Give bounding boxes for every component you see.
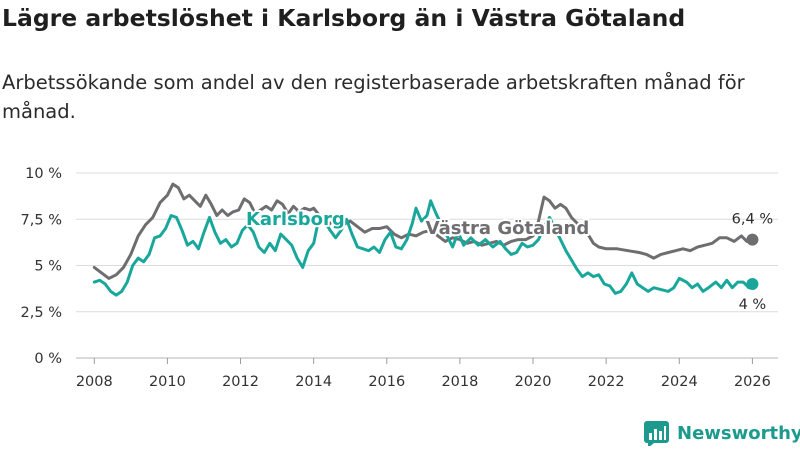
series-label: Västra Götaland <box>426 218 590 239</box>
newsworthy-brand[interactable]: Newsworthy <box>644 420 800 446</box>
x-tick-label: 2016 <box>368 374 405 390</box>
series-line-vastra-gotaland <box>92 182 754 280</box>
x-tick-label: 2012 <box>222 374 259 390</box>
y-tick-label: 7,5 % <box>21 212 62 228</box>
x-tick-label: 2024 <box>661 374 698 390</box>
end-point-marker <box>746 278 759 290</box>
brand-name: Newsworthy <box>677 422 800 444</box>
end-markers: 6,4 % 4 % <box>732 212 773 313</box>
y-tick-label: 5 % <box>34 259 62 275</box>
x-tick-label: 2008 <box>76 374 113 390</box>
x-tick-label: 2022 <box>588 374 625 390</box>
series-labels: Karlsborg Västra Götaland <box>244 207 591 241</box>
end-value-label: 4 % <box>739 297 767 313</box>
x-tick-label: 2014 <box>295 374 332 390</box>
end-point-marker <box>746 233 759 246</box>
y-tick-label: 0 % <box>34 351 62 367</box>
y-tick-label: 2,5 % <box>21 305 62 321</box>
page-title: Lägre arbetslöshet i Karlsborg än i Väst… <box>2 4 686 32</box>
newsworthy-logo-icon <box>644 420 669 446</box>
series-lines <box>92 182 754 297</box>
x-tick-label: 2018 <box>441 374 478 390</box>
x-tick-label: 2026 <box>734 374 771 390</box>
y-tick-label: 10 % <box>25 166 62 182</box>
series-line-karlsborg <box>92 199 754 297</box>
y-axis-ticks: 0 % 2,5 % 5 % 7,5 % 10 % <box>21 166 62 367</box>
end-value-label: 6,4 % <box>732 212 773 228</box>
x-tick-label: 2020 <box>515 374 552 390</box>
page-subtitle: Arbetssökande som andel av den registerb… <box>2 71 745 123</box>
grid-lines <box>76 172 778 359</box>
series-label: Karlsborg <box>246 209 345 230</box>
x-axis-ticks: 2008 2010 2012 2014 2016 2018 2020 2022 2024 2026 <box>76 358 771 390</box>
x-tick-label: 2010 <box>149 374 186 390</box>
